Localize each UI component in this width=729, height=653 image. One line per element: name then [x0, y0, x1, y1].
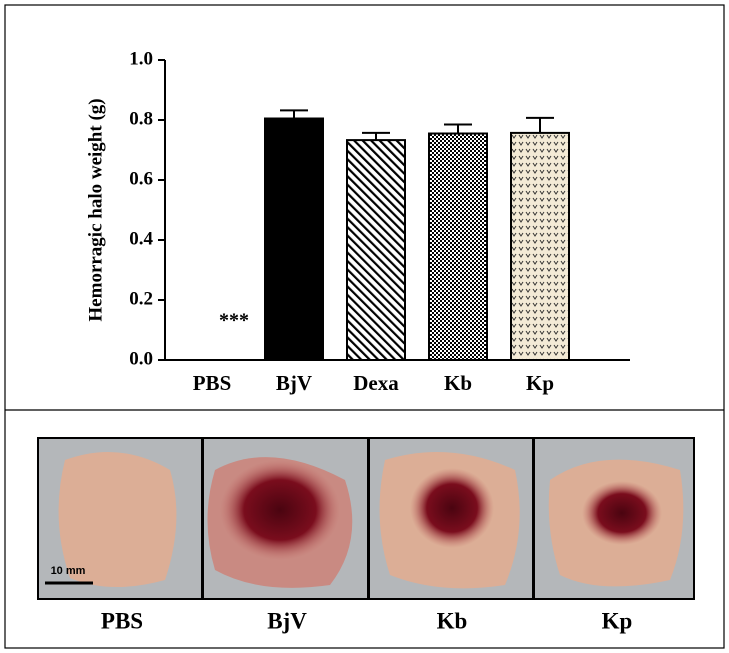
- y-axis-title: Hemorragic halo weight (g): [85, 98, 106, 321]
- annotation: ***: [219, 310, 249, 332]
- bar: [346, 139, 406, 361]
- y-tick-label: 0.0: [129, 348, 153, 369]
- bar: [510, 131, 570, 361]
- photo-panel: 10 mm: [37, 437, 695, 600]
- y-tick-label: 0.6: [129, 168, 153, 189]
- bar: [264, 117, 324, 361]
- x-tick-label: Kb: [444, 371, 472, 395]
- x-tick-label: BjV: [276, 371, 312, 395]
- photo: [204, 439, 367, 598]
- photo-label: Kb: [437, 608, 468, 633]
- y-tick-label: 1.0: [129, 48, 153, 69]
- x-tick-label: PBS: [193, 371, 232, 395]
- photo-label: BjV: [267, 608, 307, 633]
- frame: [4, 4, 725, 649]
- bar: [428, 132, 488, 361]
- photo: [370, 439, 532, 598]
- scale-bar-label: 10 mm: [51, 565, 86, 577]
- photo-label: Kp: [602, 608, 633, 633]
- y-tick-label: 0.4: [129, 228, 153, 249]
- photo-label: PBS: [101, 608, 143, 633]
- x-tick-label: Dexa: [353, 371, 399, 395]
- x-tick-label: Kp: [526, 371, 554, 395]
- photo: [535, 439, 693, 598]
- y-tick-label: 0.2: [129, 288, 153, 309]
- y-tick-label: 0.8: [129, 108, 153, 129]
- photo: [39, 439, 201, 598]
